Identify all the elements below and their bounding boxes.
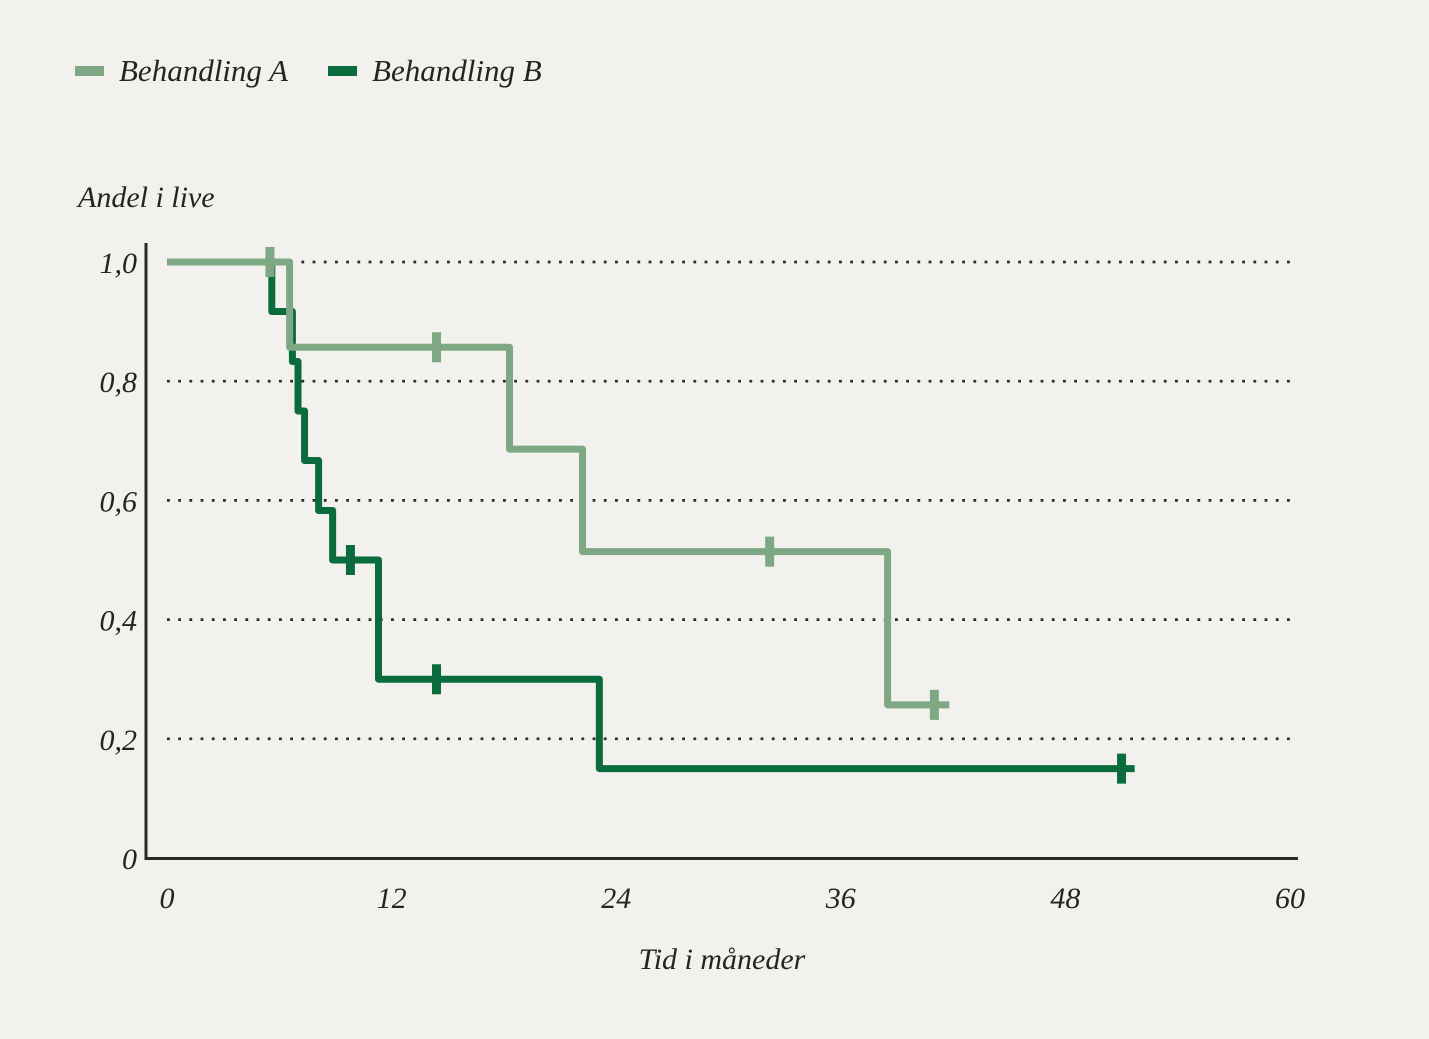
y-tick-label-0,4: 0,4 — [100, 605, 138, 638]
x-tick-label-12: 12 — [377, 882, 407, 915]
legend-label-behandling-b: Behandling B — [372, 53, 542, 88]
legend: Behandling A Behandling B — [75, 55, 542, 86]
legend-swatch-behandling-a — [75, 65, 104, 76]
x-tick-labels: 0 12 24 36 48 60 — [160, 882, 1306, 915]
survival-curve-b — [167, 258, 1135, 773]
legend-item-behandling-a: Behandling A — [75, 55, 288, 86]
y-tick-label-1,0: 1,0 — [100, 247, 138, 280]
y-tick-label-0,6: 0,6 — [100, 485, 138, 518]
y-tick-label-0,2: 0,2 — [100, 724, 138, 757]
x-axis-title: Tid i måneder — [638, 943, 806, 976]
legend-item-behandling-b: Behandling B — [328, 55, 542, 86]
y-tick-label-0,8: 0,8 — [100, 366, 138, 399]
y-tick-labels: 1,0 0,8 0,6 0,4 0,2 0 — [100, 247, 138, 876]
x-tick-label-36: 36 — [825, 882, 856, 915]
legend-label-behandling-a: Behandling A — [119, 53, 289, 88]
x-tick-label-24: 24 — [601, 882, 631, 915]
gridlines — [167, 260, 1293, 741]
survival-curve-a — [167, 258, 950, 709]
x-tick-label-48: 48 — [1050, 882, 1080, 915]
x-tick-label-0: 0 — [160, 882, 175, 915]
legend-swatch-behandling-b — [328, 65, 358, 76]
x-tick-label-60: 60 — [1275, 882, 1305, 915]
y-axis-title: Andel i live — [78, 181, 215, 214]
axes — [144, 243, 1298, 860]
survival-curves — [167, 247, 1135, 784]
y-tick-label-0: 0 — [122, 843, 137, 876]
